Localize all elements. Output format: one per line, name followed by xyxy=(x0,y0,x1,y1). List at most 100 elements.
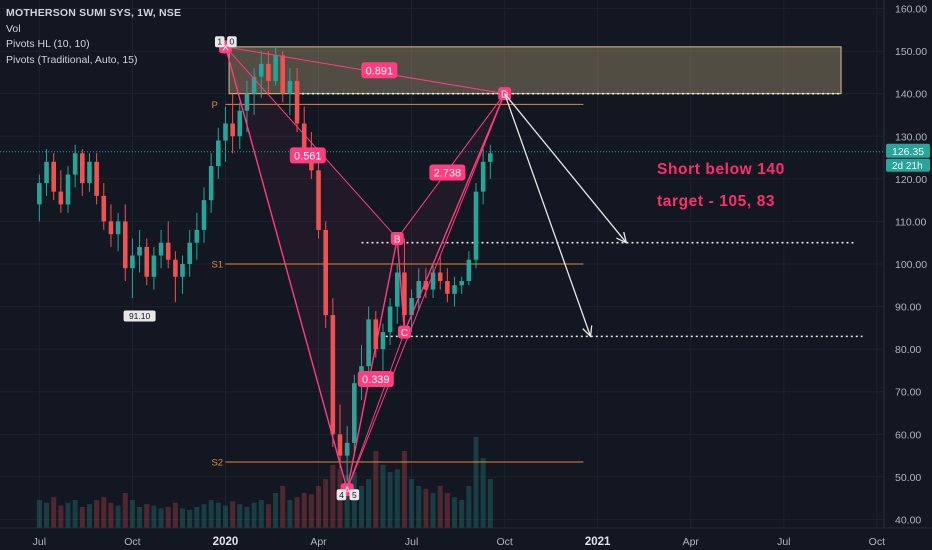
candle-body xyxy=(72,153,78,175)
pattern-leg xyxy=(225,46,398,239)
price-label-text: 91.10 xyxy=(129,311,151,321)
volume-bar xyxy=(144,504,150,528)
time-axis[interactable]: Jul Oct 2020 Apr Jul Oct 2021 Apr Jul Oct xyxy=(0,527,932,550)
price-axis-bg xyxy=(884,0,932,550)
price-axis[interactable]: 40.00 50.00 60.00 70.00 80.00 90.00 100.00 110.… xyxy=(883,0,932,550)
volume-bar xyxy=(137,507,143,528)
volume-bar xyxy=(280,486,286,528)
candle-body xyxy=(51,161,56,192)
volume-bar xyxy=(115,505,121,528)
pivot-label: S2 xyxy=(211,458,223,469)
volume-bar xyxy=(187,509,193,528)
pattern-leg xyxy=(396,238,406,333)
resistance-zone xyxy=(228,46,842,95)
volume-bar xyxy=(487,479,493,528)
projection-arrows xyxy=(504,93,628,338)
volume-bar xyxy=(180,508,186,528)
candle-body xyxy=(352,383,357,443)
ratio-label: 0.561 xyxy=(294,150,322,162)
price-tick-label: 70.00 xyxy=(895,387,921,399)
volume-bar xyxy=(358,486,364,528)
volume-bar xyxy=(230,501,236,528)
candle-body xyxy=(108,221,114,235)
volume-bar xyxy=(323,479,329,528)
volume-bar xyxy=(287,500,293,528)
time-tick-label: Oct xyxy=(124,536,140,548)
volume-bar xyxy=(172,502,178,528)
candle-body xyxy=(201,200,207,230)
candle-body xyxy=(258,63,264,77)
candle-body xyxy=(237,110,243,137)
candle-body xyxy=(380,332,386,350)
candle-body xyxy=(87,161,92,184)
pattern-point-label: B xyxy=(394,234,401,245)
volume-bars xyxy=(36,437,493,528)
volume-bar xyxy=(380,465,386,528)
time-tick-label: Oct xyxy=(869,536,885,548)
volume-bar xyxy=(265,504,271,528)
candle-body xyxy=(323,229,328,316)
chart-legend: MOTHERSON SUMI SYS, 1W, NSE Vol Pivots H… xyxy=(6,6,181,68)
volume-bar xyxy=(409,479,415,528)
time-tick-label: 2021 xyxy=(585,536,611,548)
price-tick-label: 50.00 xyxy=(895,472,921,484)
candle-body xyxy=(194,229,200,243)
indicator-volume[interactable]: Vol xyxy=(6,22,21,35)
volume-bar xyxy=(51,497,57,528)
candle-body xyxy=(445,281,450,294)
volume-bar xyxy=(194,507,200,528)
price-label-text: 1 xyxy=(217,37,222,47)
price-label-text: 5 xyxy=(352,490,357,500)
volume-bar xyxy=(387,472,393,528)
target-levels xyxy=(0,92,884,338)
ratio-label: 0.339 xyxy=(362,374,390,386)
price-tick-label: 130.00 xyxy=(895,131,927,143)
countdown-badge xyxy=(886,158,930,172)
candle-body xyxy=(402,272,407,316)
volume-bar xyxy=(308,494,314,528)
countdown-value: 2d 21h xyxy=(892,161,923,172)
annotation-target: target - 105, 83 xyxy=(657,193,776,210)
ratio-label: 2.738 xyxy=(434,167,462,179)
volume-bar xyxy=(452,497,458,528)
volume-bar xyxy=(58,505,64,528)
symbol-title[interactable]: MOTHERSON SUMI SYS, 1W, NSE xyxy=(6,7,182,19)
volume-bar xyxy=(86,504,92,528)
volume-bar xyxy=(101,497,107,528)
candle-body xyxy=(344,442,350,456)
candle-body xyxy=(459,281,464,286)
volume-bar xyxy=(94,500,100,528)
time-tick-label: Jul xyxy=(777,536,790,548)
indicator-pivots-traditional[interactable]: Pivots (Traditional, Auto, 15) xyxy=(6,53,138,66)
candle-body xyxy=(480,161,486,192)
indicator-pivots-hl[interactable]: Pivots HL (10, 10) xyxy=(6,38,90,50)
time-tick-label: Jul xyxy=(33,536,46,548)
price-tick-label: 80.00 xyxy=(895,344,921,356)
volume-bar xyxy=(251,502,257,528)
candle-body xyxy=(101,195,107,222)
ratio-label: 0.891 xyxy=(366,65,394,77)
candle-body xyxy=(394,272,400,307)
time-tick-label: Jul xyxy=(405,536,418,548)
candle-body xyxy=(130,255,135,269)
price-tick-label: 110.00 xyxy=(895,216,926,228)
volume-bar xyxy=(344,474,350,528)
time-tick-label: 2020 xyxy=(213,536,239,548)
current-price-value: 126.35 xyxy=(892,146,924,158)
candle-body xyxy=(94,161,99,196)
ratio-badge xyxy=(361,62,398,79)
pattern-point-label: C xyxy=(401,328,408,339)
volume-bar xyxy=(401,451,407,528)
ratio-badge xyxy=(357,370,394,387)
price-label-box xyxy=(349,489,360,501)
volume-bar xyxy=(44,502,50,528)
pattern-leg xyxy=(346,331,405,490)
volume-bar xyxy=(258,500,264,528)
candle-body xyxy=(373,319,379,350)
candle-body xyxy=(65,174,71,205)
volume-bar xyxy=(79,507,85,528)
price-label-text: 0 xyxy=(230,37,235,47)
candle-body xyxy=(115,221,121,235)
annotation-short: Short below 140 xyxy=(657,161,785,178)
